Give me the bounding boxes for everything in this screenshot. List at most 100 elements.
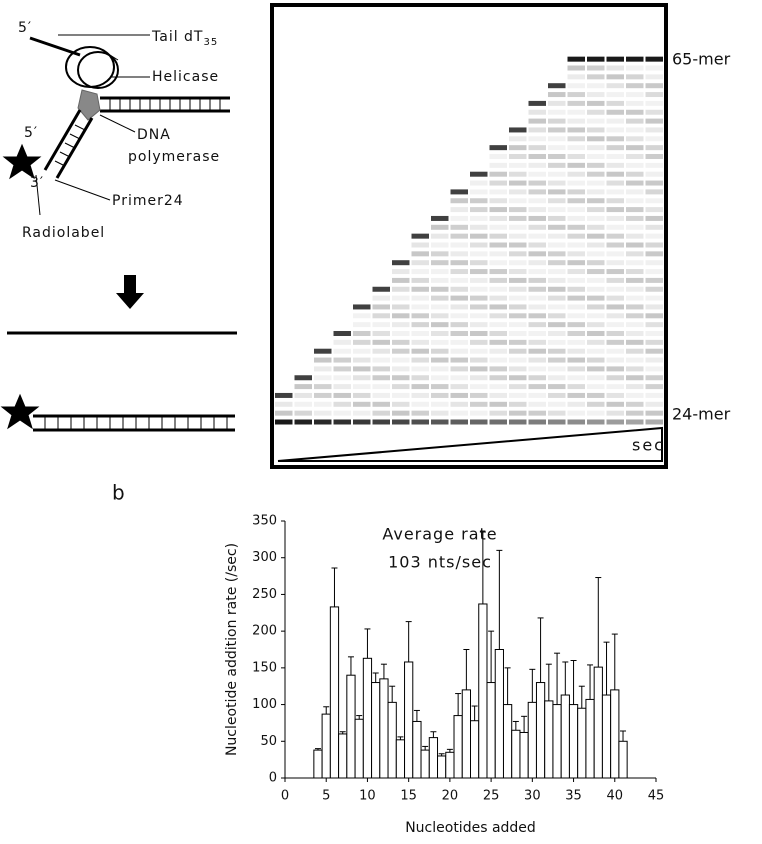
gel-band [372,401,390,407]
gel-band [645,348,663,354]
gel-band [509,127,527,133]
gel-band [372,419,390,425]
gel-band [411,242,429,248]
gel-band [411,277,429,283]
gel-band [431,384,449,390]
bar [445,751,455,779]
gel-band [567,215,585,221]
gel-band [645,366,663,372]
gel-band [450,251,468,257]
gel-band [431,375,449,381]
gel-band [567,92,585,98]
gel-band [509,348,527,354]
annotation: 103 nts/sec [388,553,492,572]
gel-band [626,339,644,345]
gel-band [372,366,390,372]
gel-band [353,357,371,363]
gel-band [587,118,605,124]
gel-band [509,233,527,239]
label: Tail dT [151,29,203,45]
gel-band [548,313,566,319]
gel-band [548,251,566,257]
gel-band [626,83,644,89]
gel-band [392,260,410,266]
gel-band [587,322,605,328]
gel-band [392,322,410,328]
gel-band [489,410,507,416]
gel-band [645,198,663,204]
gel-band [645,419,663,425]
gel-band [470,215,488,221]
gel-band [548,304,566,310]
gel-band [606,92,624,98]
gel-band [509,277,527,283]
gel-band [450,189,468,195]
gel-band [548,295,566,301]
gel-band [372,339,390,345]
gel-band [489,224,507,230]
gel-band [450,384,468,390]
gel-band [626,109,644,115]
gel-band [528,410,546,416]
gel-band [626,348,644,354]
gel-band [528,313,546,319]
gel-band [587,224,605,230]
gel-band [645,251,663,257]
gel-band [333,357,351,363]
bar [544,700,554,779]
gel-band [548,189,566,195]
gel-band [606,56,624,62]
gel-band [509,189,527,195]
gel-band [645,154,663,159]
gel-band [489,251,507,257]
gel-band [450,269,468,275]
gel-band [470,357,488,363]
label: DNA [137,127,171,143]
label: Helicase [152,69,219,85]
gel-band [528,322,546,328]
gel-band [509,145,527,151]
gel-band [645,65,663,71]
gel-band [372,410,390,416]
gel-band [314,357,332,363]
gel-band [626,260,644,266]
gel-band [431,410,449,416]
gel-band [450,401,468,407]
gel-band [626,65,644,71]
gel-band [528,162,546,168]
gel-band [528,295,546,301]
gel-band [606,118,624,124]
gel-band [411,295,429,301]
gel-band [606,136,624,142]
gel-band [567,375,585,381]
gel-band [528,419,546,425]
gel-band [489,295,507,301]
gel-band [548,162,566,168]
gel-band [450,242,468,248]
gel-band [314,384,332,390]
label: 24-mer [672,405,731,424]
gel-band [606,127,624,133]
gel-band [548,401,566,407]
gel-band [509,410,527,416]
gel-band [528,118,546,124]
bar [453,715,463,779]
gel-band [587,171,605,177]
gel-band [528,145,546,151]
gel-band [606,304,624,310]
gel-band [528,348,546,354]
gel-band [431,251,449,257]
gel-band [606,233,624,239]
gel-band [509,269,527,275]
bar [461,689,471,779]
gel-band [645,331,663,336]
y-tick-label: 150 [252,660,277,675]
gel-band [567,286,585,292]
gel-band [528,269,546,275]
gel-band [548,357,566,363]
gel-band [528,127,546,133]
gel-band [450,215,468,221]
gel-frame [270,3,668,469]
gel-band [470,401,488,407]
gel-band [645,375,663,381]
